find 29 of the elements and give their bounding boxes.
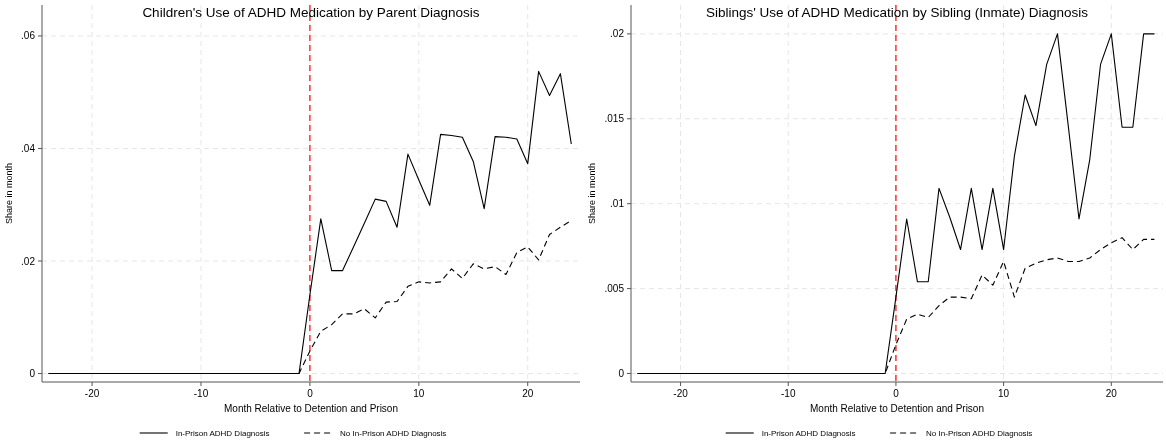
x-tick-label: 20 bbox=[522, 388, 534, 399]
y-tick-label: 0 bbox=[618, 368, 625, 380]
legend-label: No In-Prison ADHD Diagnosis bbox=[340, 428, 447, 438]
legend-label: In-Prison ADHD Diagnosis bbox=[175, 428, 270, 438]
y-tick-label: .04 bbox=[21, 142, 36, 154]
y-tick-label: .06 bbox=[21, 30, 36, 42]
y-tick-label: .015 bbox=[604, 113, 625, 125]
y-tick-label: .02 bbox=[21, 255, 36, 267]
x-tick-label: 0 bbox=[307, 388, 314, 399]
x-tick-label: 0 bbox=[893, 388, 900, 399]
x-tick-label: -10 bbox=[781, 388, 796, 399]
y-tick-label: .005 bbox=[604, 283, 625, 295]
x-axis-title: Month Relative to Detention and Prison bbox=[224, 403, 398, 414]
legend-label: No In-Prison ADHD Diagnosis bbox=[926, 428, 1033, 438]
x-tick-label: -20 bbox=[84, 388, 100, 399]
x-tick-label: -10 bbox=[193, 388, 209, 399]
x-tick-label: 10 bbox=[413, 388, 425, 399]
legend-label: In-Prison ADHD Diagnosis bbox=[761, 428, 856, 438]
x-tick-label: 10 bbox=[998, 388, 1010, 399]
y-axis-title: Share in month bbox=[4, 162, 14, 225]
x-tick-label: -20 bbox=[673, 388, 689, 399]
y-tick-label: 0 bbox=[29, 368, 36, 380]
y-tick-label: .02 bbox=[610, 28, 625, 40]
x-axis-title: Month Relative to Detention and Prison bbox=[810, 403, 984, 414]
y-tick-label: .01 bbox=[610, 198, 625, 210]
y-axis-title: Share in month bbox=[587, 162, 597, 225]
x-tick-label: 20 bbox=[1105, 388, 1118, 399]
chart-title: Siblings' Use of ADHD Medication by Sibling (Inmate) Diagnosis bbox=[705, 5, 1089, 20]
chart-title: Children's Use of ADHD Medication by Parent Diagnosis bbox=[142, 5, 480, 20]
